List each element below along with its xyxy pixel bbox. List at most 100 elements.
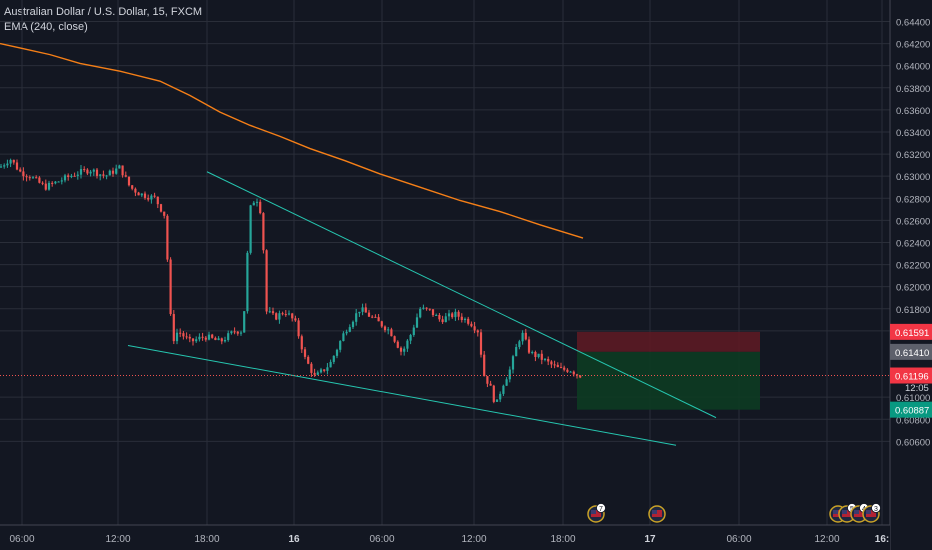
candle [383,325,387,333]
candle [319,367,323,374]
candle [444,312,447,323]
price-tag-last [890,367,932,384]
candle-body [543,358,547,360]
candle-body [383,326,387,331]
position-zones[interactable] [577,331,760,410]
candle-body [534,351,537,358]
candle [153,192,156,198]
candle-body [566,369,569,372]
price-tick-label: 0.60600 [896,437,930,448]
candle-body [524,332,527,340]
candle-body [47,182,51,190]
price-tick-label: 0.61000 [896,393,930,404]
candle [559,362,563,369]
symbol-title[interactable]: Australian Dollar / U.S. Dollar, 15, FXC… [4,6,203,18]
time-tick-label: 18:00 [550,534,575,545]
candle-body [204,337,207,340]
candle [86,168,89,176]
candle [531,350,534,355]
candle [191,338,195,346]
candle [15,159,19,171]
candle-body [399,347,403,352]
trendlines[interactable] [127,171,717,446]
candle-body [419,308,422,318]
candle [262,212,265,254]
candle-body [140,193,143,196]
candle [105,174,108,180]
candle [428,308,431,311]
candle-body [463,318,467,320]
price-axis[interactable]: 0.64400 0.64200 0.64000 0.63800 0.63600 0.634… [889,0,932,550]
candle-body [550,361,553,365]
candle-body [115,168,118,174]
candle [463,317,467,323]
price-tick-label: 0.63400 [896,128,930,139]
candle [326,363,329,375]
indicator-label[interactable]: EMA (240, close) [4,21,88,33]
candle [214,336,217,341]
event-count-badge [871,503,881,513]
candle-body [457,311,460,317]
candle [6,159,9,168]
candle [102,170,105,179]
candle-body [57,181,60,183]
event-marker [648,505,666,523]
candle [38,176,41,184]
candle [412,324,415,337]
time-tick-label: 18:00 [194,534,219,545]
price-tag-entry [890,343,932,360]
candle [236,330,239,336]
candle [563,365,566,372]
candle-body [12,159,15,163]
candle [220,337,223,345]
candle-body [511,356,515,370]
price-tick-label: 0.64000 [896,62,930,73]
candle [204,336,207,342]
candle-body [396,341,399,348]
candle [297,317,300,339]
candle-body [326,367,329,371]
candles[interactable] [0,158,582,404]
time-axis[interactable]: 06:00 12:00 18:00 16 06:00 12:00 18:00 17 06:00 1… [0,524,890,550]
candle [63,173,67,183]
candle-body [227,333,230,341]
time-tick-label: 12:00 [814,534,839,545]
candle [495,399,499,403]
candle [182,330,185,340]
candle [271,307,275,316]
candle-body [137,192,140,196]
candle-body [460,316,463,320]
event-markers[interactable]: 7543 [587,503,881,523]
candle [393,335,396,344]
flag-canton [833,510,838,514]
candle-body [518,341,521,348]
candle [422,304,425,310]
candle-body [486,376,489,384]
candle-body [118,165,121,169]
candle [316,370,319,376]
price-tag-stop-text: 0.61591 [895,328,929,339]
price-tick-label: 0.62000 [896,283,930,294]
candle-body [499,393,502,400]
candle [22,167,25,181]
candle [278,310,281,324]
candle-body [332,355,335,362]
candle-body [435,314,438,316]
candle [150,194,153,204]
candle-body [15,162,19,170]
candle [537,353,540,359]
candle [70,173,73,179]
candle-body [415,317,419,328]
candle [431,309,435,318]
candle-body [409,334,412,341]
candle [345,329,348,336]
candle [163,211,166,219]
candle [451,312,454,319]
candle [255,198,259,207]
event-count-badge [596,503,606,513]
candle-body [351,321,355,328]
candle-body [127,176,131,186]
candle [486,376,489,388]
ema-line[interactable] [0,42,584,239]
